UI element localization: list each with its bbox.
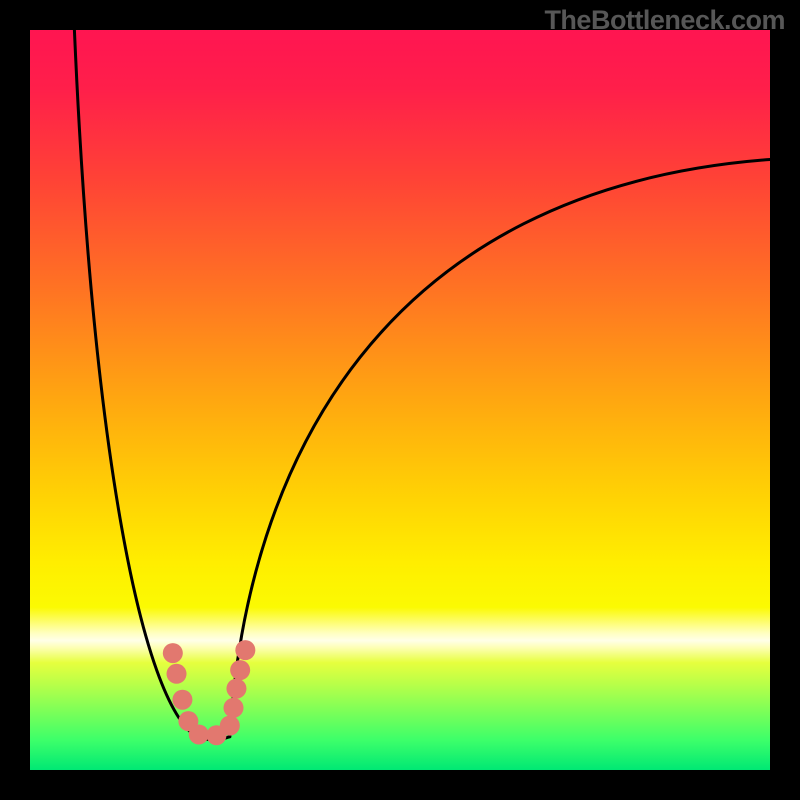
curve-marker <box>167 664 187 684</box>
curve-marker <box>189 724 209 744</box>
curve-marker <box>235 640 255 660</box>
curve-marker <box>226 679 246 699</box>
curve-marker <box>220 716 240 736</box>
chart-svg <box>30 30 770 770</box>
gradient-background <box>30 30 770 770</box>
curve-marker <box>224 698 244 718</box>
curve-marker <box>163 643 183 663</box>
curve-marker <box>230 660 250 680</box>
plot-area <box>30 30 770 770</box>
curve-marker <box>172 690 192 710</box>
watermark-label: TheBottleneck.com <box>544 5 785 36</box>
